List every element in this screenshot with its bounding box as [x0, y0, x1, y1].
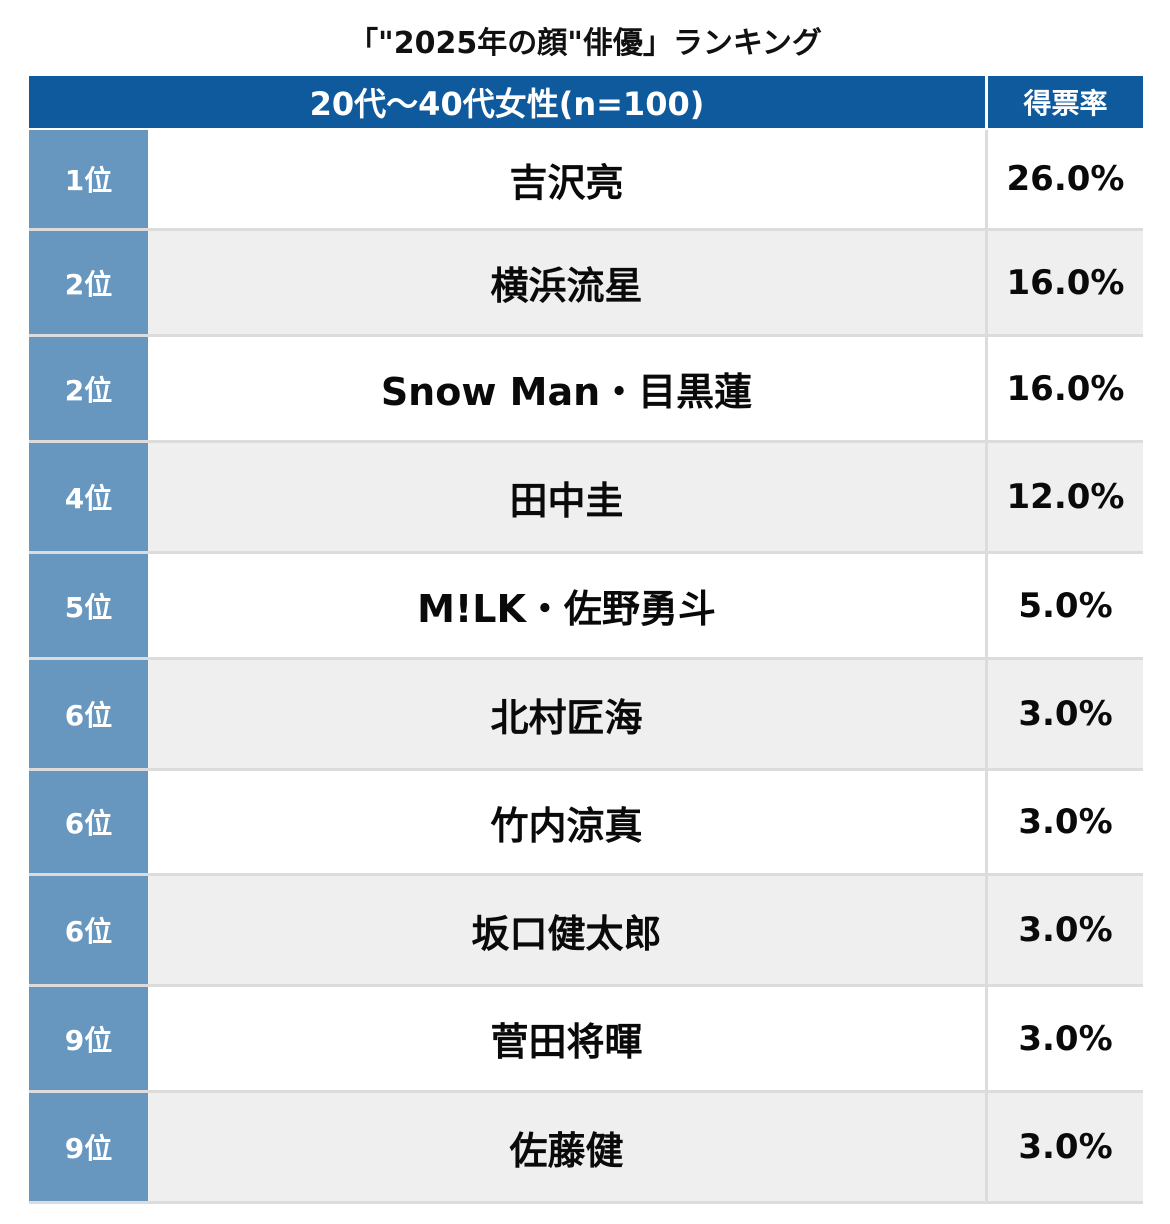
column-divider [985, 130, 988, 228]
header-divider [985, 76, 988, 128]
table-row: 4位 田中圭 12.0% [29, 443, 1143, 554]
column-divider [985, 660, 988, 768]
actor-name-cell: 吉沢亮 [148, 130, 985, 228]
column-divider [985, 231, 988, 334]
page-title: 「"2025年の顔"俳優」ランキング [348, 26, 822, 61]
actor-name-cell: Snow Man・目黒蓮 [148, 337, 985, 440]
column-divider [985, 443, 988, 551]
rate-header: 得票率 [988, 76, 1143, 128]
rank-cell: 6位 [29, 876, 148, 984]
table-row: 6位 坂口健太郎 3.0% [29, 876, 1143, 987]
table-row: 2位 横浜流星 16.0% [29, 231, 1143, 337]
actor-name-cell: 北村匠海 [148, 660, 985, 768]
rank-cell: 9位 [29, 987, 148, 1090]
rate-cell: 16.0% [988, 337, 1143, 440]
actor-name-cell: 坂口健太郎 [148, 876, 985, 984]
rate-cell: 3.0% [988, 1093, 1143, 1201]
rate-cell: 3.0% [988, 660, 1143, 768]
column-divider [985, 987, 988, 1090]
table-row: 6位 北村匠海 3.0% [29, 660, 1143, 771]
actor-name-cell: 佐藤健 [148, 1093, 985, 1201]
actor-name-cell: 横浜流星 [148, 231, 985, 334]
table-row: 2位 Snow Man・目黒蓮 16.0% [29, 337, 1143, 443]
column-divider [985, 554, 988, 657]
column-divider [985, 337, 988, 440]
rank-cell: 9位 [29, 1093, 148, 1201]
table-row: 1位 吉沢亮 26.0% [29, 130, 1143, 231]
column-divider [985, 1093, 988, 1201]
actor-name-cell: 竹内涼真 [148, 771, 985, 873]
ranking-table: 20代〜40代女性(n=100) 得票率 1位 吉沢亮 26.0% 2位 横浜流… [29, 76, 1143, 1204]
rank-cell: 1位 [29, 130, 148, 228]
rate-cell: 26.0% [988, 130, 1143, 228]
rank-cell: 2位 [29, 337, 148, 440]
rank-cell: 6位 [29, 660, 148, 768]
rank-cell: 5位 [29, 554, 148, 657]
rate-cell: 3.0% [988, 876, 1143, 984]
rank-cell: 4位 [29, 443, 148, 551]
actor-name-cell: 菅田将暉 [148, 987, 985, 1090]
rate-cell: 3.0% [988, 771, 1143, 873]
rate-cell: 12.0% [988, 443, 1143, 551]
rate-cell: 5.0% [988, 554, 1143, 657]
table-header: 20代〜40代女性(n=100) 得票率 [29, 76, 1143, 130]
column-divider [985, 876, 988, 984]
actor-name-cell: M!LK・佐野勇斗 [148, 554, 985, 657]
rate-cell: 16.0% [988, 231, 1143, 334]
rate-cell: 3.0% [988, 987, 1143, 1090]
table-row: 9位 菅田将暉 3.0% [29, 987, 1143, 1093]
column-divider [985, 771, 988, 873]
table-row: 5位 M!LK・佐野勇斗 5.0% [29, 554, 1143, 660]
rank-cell: 6位 [29, 771, 148, 873]
actor-name-cell: 田中圭 [148, 443, 985, 551]
table-row: 6位 竹内涼真 3.0% [29, 771, 1143, 876]
group-header: 20代〜40代女性(n=100) [29, 76, 985, 128]
table-row: 9位 佐藤健 3.0% [29, 1093, 1143, 1204]
rank-cell: 2位 [29, 231, 148, 334]
